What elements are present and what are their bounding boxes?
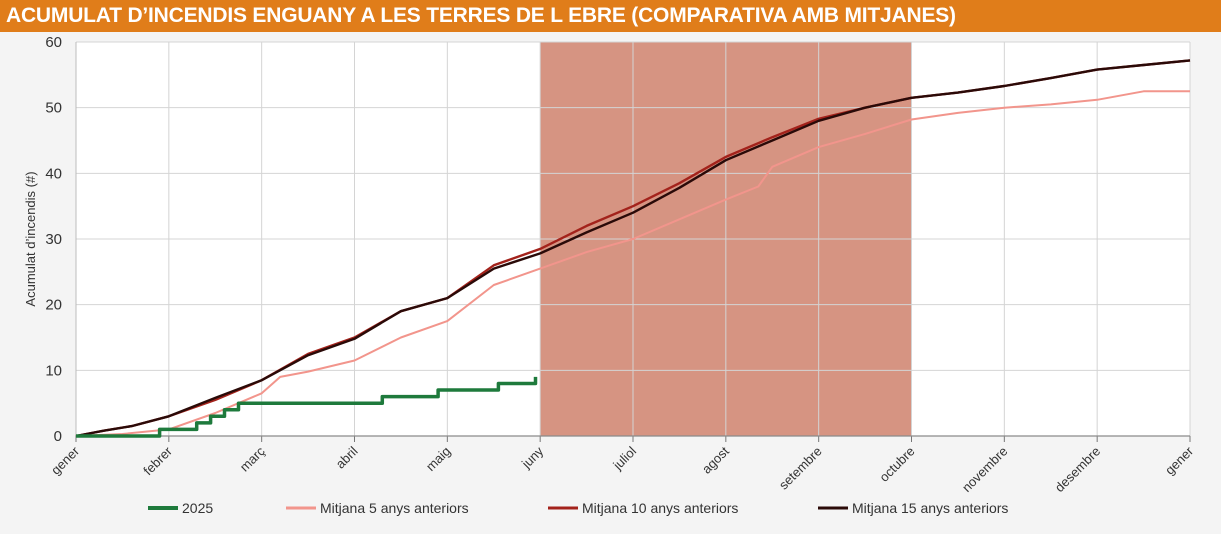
- legend-label: Mitjana 10 anys anteriors: [582, 500, 738, 516]
- y-tick-label: 50: [45, 100, 62, 117]
- y-tick-label: 40: [45, 165, 62, 182]
- x-tick-label: març: [237, 443, 268, 474]
- x-tick-label: setembre: [776, 444, 825, 493]
- legend-label: Mitjana 15 anys anteriors: [852, 500, 1008, 516]
- x-tick-label: gener: [1162, 443, 1197, 478]
- x-tick-label: novembre: [959, 444, 1010, 495]
- legend: 2025 Mitjana 5 anys anteriors Mitjana 10 a…: [148, 500, 1008, 516]
- chart-panel: 0 10 20 30 40 50 60 gener febrer març abril maig ju…: [0, 32, 1221, 534]
- x-tick-label: febrer: [140, 443, 175, 478]
- line-chart: 0 10 20 30 40 50 60 gener febrer març abril maig ju…: [23, 34, 1197, 516]
- x-tick-label: juny: [518, 443, 547, 472]
- y-axis-label: Acumulat d’incendis (#): [23, 171, 38, 306]
- x-tick-label: desembre: [1052, 444, 1103, 495]
- x-tick-label: juliol: [609, 443, 639, 473]
- x-tick-label: gener: [48, 443, 83, 478]
- x-tick-label: abril: [333, 443, 361, 471]
- series-line-2025: [76, 376, 538, 438]
- y-axis: 0 10 20 30 40 50 60: [45, 34, 77, 445]
- x-axis: gener febrer març abril maig juny juliol agost s…: [48, 435, 1197, 495]
- y-tick-label: 0: [54, 428, 62, 445]
- y-tick-label: 30: [45, 231, 62, 248]
- legend-label: 2025: [182, 500, 213, 516]
- x-tick-label: octubre: [876, 444, 917, 485]
- title-bar: ACUMULAT D’INCENDIS ENGUANY A LES TERRES…: [0, 0, 1221, 32]
- x-tick-label: maig: [423, 444, 454, 475]
- y-tick-label: 20: [45, 297, 62, 314]
- x-tick-label: agost: [699, 443, 732, 476]
- series-line-15-years: [75, 59, 1191, 438]
- y-tick-label: 10: [45, 362, 62, 379]
- series-lines: [75, 59, 1191, 438]
- y-tick-label: 60: [45, 34, 62, 51]
- legend-label: Mitjana 5 anys anteriors: [320, 500, 469, 516]
- chart-title: ACUMULAT D’INCENDIS ENGUANY A LES TERRES…: [6, 4, 956, 27]
- series-line-5-years: [75, 90, 1190, 437]
